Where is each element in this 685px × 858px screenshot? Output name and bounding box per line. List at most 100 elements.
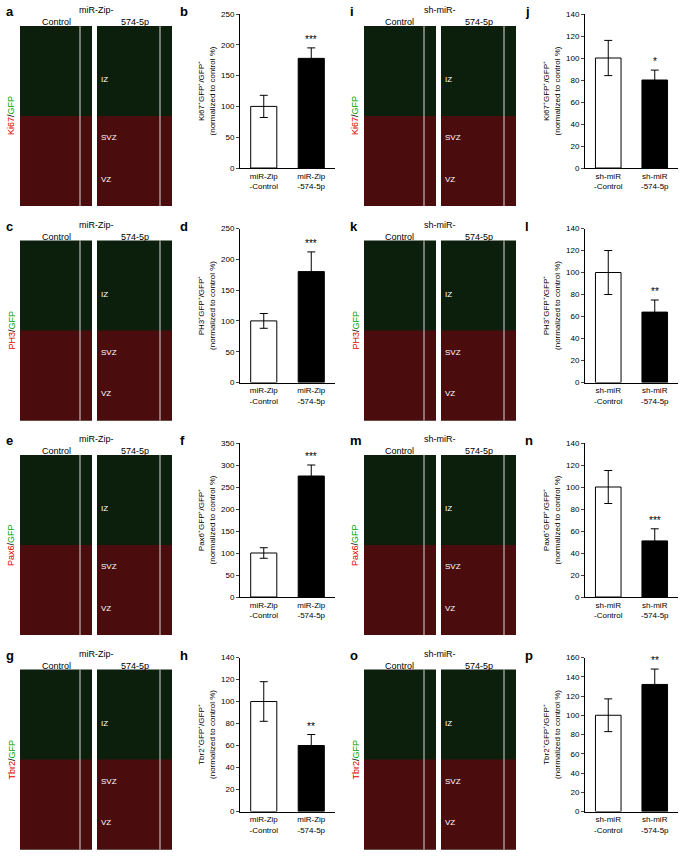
svg-text:140: 140: [566, 439, 580, 448]
svg-text:sh-miR-: sh-miR-: [424, 649, 456, 659]
svg-text:m: m: [350, 433, 362, 448]
svg-text:300: 300: [221, 461, 235, 470]
svg-text:sh-miR-: sh-miR-: [424, 5, 456, 15]
svg-text:Pax6⁺GFP⁺/GFP⁺(normalized to c: Pax6⁺GFP⁺/GFP⁺(normalized to control %): [542, 475, 561, 564]
svg-text:sh-miR-Control: sh-miR-Control: [594, 386, 623, 405]
svg-text:SVZ: SVZ: [101, 777, 117, 786]
svg-text:100: 100: [566, 483, 580, 492]
svg-text:Control: Control: [385, 661, 414, 671]
svg-text:SVZ: SVZ: [445, 133, 461, 142]
svg-text:Tbr2/GFP: Tbr2/GFP: [7, 740, 17, 780]
svg-text:*: *: [653, 56, 657, 67]
svg-text:SVZ: SVZ: [101, 133, 117, 142]
svg-text:Tbr2⁺GFP⁺/GFP⁺(normalized to c: Tbr2⁺GFP⁺/GFP⁺(normalized to control %): [542, 690, 561, 779]
svg-text:miR-Zip-574-5p: miR-Zip-574-5p: [297, 386, 326, 405]
svg-text:250: 250: [221, 483, 235, 492]
svg-text:574-5p: 574-5p: [121, 661, 149, 671]
svg-text:120: 120: [566, 32, 580, 41]
svg-text:VZ: VZ: [101, 818, 111, 827]
svg-text:100: 100: [221, 317, 235, 326]
svg-text:miR-Zip-: miR-Zip-: [79, 434, 114, 444]
svg-text:20: 20: [570, 142, 579, 151]
svg-text:Control: Control: [42, 232, 71, 242]
svg-text:PH3⁺GFP⁺/GFP⁺(normalized to co: PH3⁺GFP⁺/GFP⁺(normalized to control %): [542, 261, 561, 350]
svg-text:0: 0: [575, 164, 580, 173]
svg-text:IZ: IZ: [445, 290, 452, 299]
svg-text:0: 0: [230, 593, 235, 602]
svg-text:Control: Control: [42, 446, 71, 456]
svg-text:VZ: VZ: [445, 389, 455, 398]
svg-text:80: 80: [570, 76, 579, 85]
svg-text:b: b: [180, 4, 188, 19]
svg-text:Tbr2/GFP: Tbr2/GFP: [351, 740, 361, 780]
svg-text:150: 150: [221, 286, 235, 295]
svg-text:60: 60: [570, 98, 579, 107]
svg-text:200: 200: [221, 255, 235, 264]
svg-text:574-5p: 574-5p: [121, 446, 149, 456]
svg-text:k: k: [350, 219, 358, 234]
svg-text:IZ: IZ: [101, 504, 108, 513]
svg-text:100: 100: [566, 54, 580, 63]
svg-text:140: 140: [221, 653, 235, 662]
svg-text:40: 40: [225, 763, 234, 772]
svg-text:0: 0: [230, 807, 235, 816]
svg-text:sh-miR-Control: sh-miR-Control: [594, 172, 623, 191]
svg-text:140: 140: [566, 10, 580, 19]
svg-text:miR-Zip-574-5p: miR-Zip-574-5p: [297, 601, 326, 620]
svg-text:350: 350: [221, 439, 235, 448]
svg-text:574-5p: 574-5p: [121, 17, 149, 27]
svg-text:80: 80: [570, 730, 579, 739]
svg-text:0: 0: [575, 807, 580, 816]
svg-text:80: 80: [570, 290, 579, 299]
svg-text:150: 150: [221, 527, 235, 536]
svg-text:miR-Zip-574-5p: miR-Zip-574-5p: [297, 815, 326, 834]
svg-text:f: f: [180, 433, 185, 448]
svg-text:250: 250: [221, 10, 235, 19]
svg-text:50: 50: [225, 571, 234, 580]
svg-text:60: 60: [225, 741, 234, 750]
svg-text:Control: Control: [42, 661, 71, 671]
svg-text:sh-miR-574-5p: sh-miR-574-5p: [641, 601, 669, 620]
svg-text:i: i: [350, 4, 354, 19]
svg-text:IZ: IZ: [101, 290, 108, 299]
svg-text:g: g: [6, 648, 14, 663]
svg-text:Pax6/GFP: Pax6/GFP: [350, 524, 360, 566]
svg-text:120: 120: [566, 692, 580, 701]
svg-text:sh-miR-: sh-miR-: [424, 220, 456, 230]
svg-text:100: 100: [566, 268, 580, 277]
svg-text:Control: Control: [385, 17, 414, 27]
svg-text:574-5p: 574-5p: [465, 661, 493, 671]
svg-text:PH3/GFP: PH3/GFP: [7, 311, 17, 350]
svg-text:IZ: IZ: [101, 719, 108, 728]
svg-text:0: 0: [230, 164, 235, 173]
svg-text:miR-Zip-Control: miR-Zip-Control: [250, 815, 279, 834]
svg-text:100: 100: [221, 697, 235, 706]
svg-text:**: **: [307, 721, 315, 732]
svg-text:VZ: VZ: [101, 389, 111, 398]
svg-text:Ki67/GFP: Ki67/GFP: [6, 96, 16, 135]
svg-text:sh-miR-574-5p: sh-miR-574-5p: [641, 172, 669, 191]
svg-text:160: 160: [566, 653, 580, 662]
svg-text:miR-Zip-: miR-Zip-: [79, 649, 114, 659]
svg-text:miR-Zip-: miR-Zip-: [79, 5, 114, 15]
svg-text:p: p: [525, 648, 533, 663]
svg-text:0: 0: [230, 378, 235, 387]
svg-text:SVZ: SVZ: [445, 348, 461, 357]
svg-text:sh-miR-: sh-miR-: [424, 434, 456, 444]
svg-text:SVZ: SVZ: [101, 348, 117, 357]
svg-text:60: 60: [570, 312, 579, 321]
svg-text:e: e: [6, 433, 13, 448]
svg-text:Pax6⁺GFP⁺/GFP⁺(normalized to c: Pax6⁺GFP⁺/GFP⁺(normalized to control %): [197, 475, 216, 564]
svg-text:60: 60: [570, 527, 579, 536]
svg-text:j: j: [525, 4, 530, 19]
svg-text:40: 40: [570, 334, 579, 343]
svg-text:miR-Zip-574-5p: miR-Zip-574-5p: [297, 172, 326, 191]
svg-text:60: 60: [570, 750, 579, 759]
svg-text:20: 20: [570, 788, 579, 797]
svg-text:d: d: [180, 219, 188, 234]
svg-text:miR-Zip-Control: miR-Zip-Control: [250, 172, 279, 191]
svg-text:sh-miR-Control: sh-miR-Control: [594, 601, 623, 620]
svg-text:VZ: VZ: [445, 818, 455, 827]
svg-text:20: 20: [570, 356, 579, 365]
svg-text:50: 50: [225, 133, 234, 142]
